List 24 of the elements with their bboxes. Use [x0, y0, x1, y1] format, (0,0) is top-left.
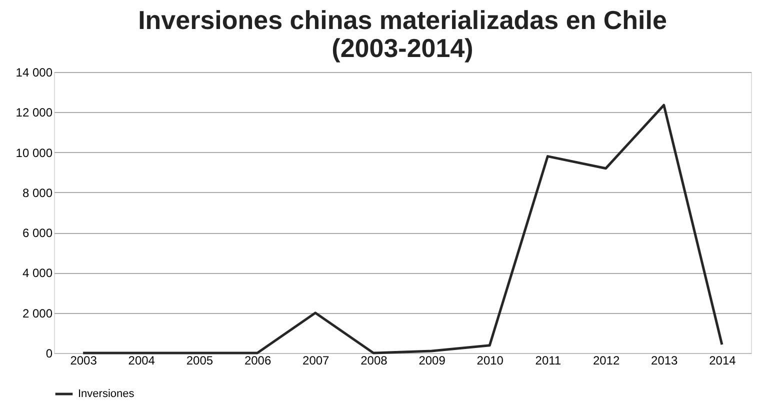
- line-series: [82, 104, 724, 354]
- y-tick-label: 4 000: [22, 266, 53, 280]
- x-tick-label: 2003: [70, 354, 98, 368]
- x-tick-label: 2004: [128, 354, 156, 368]
- y-tick-label: 0: [46, 346, 53, 360]
- x-tick-label: 2012: [592, 354, 620, 368]
- y-tick-label: 8 000: [22, 186, 53, 200]
- x-tick-label: 2011: [535, 354, 562, 368]
- y-tick-label: 10 000: [16, 146, 53, 160]
- x-tick-label: 2010: [476, 354, 504, 368]
- y-tick-label: 14 000: [16, 66, 53, 80]
- x-tick-label: 2013: [651, 354, 678, 368]
- y-tick-label: 2 000: [22, 306, 53, 320]
- x-tick-label: 2007: [302, 354, 330, 368]
- legend-label: Inversiones: [78, 388, 135, 400]
- y-tick-label: 6 000: [22, 226, 53, 240]
- x-tick-label: 2006: [244, 354, 272, 368]
- text: (2003-2014): [332, 33, 474, 63]
- x-tick-label: 2014: [709, 354, 736, 368]
- x-tick-label: 2008: [360, 354, 388, 368]
- y-tick-label: 12 000: [16, 106, 53, 120]
- text: Inversiones chinas materializadas en Chile: [138, 5, 667, 35]
- x-tick-label: 2005: [186, 354, 214, 368]
- x-tick-label: 2009: [418, 354, 446, 368]
